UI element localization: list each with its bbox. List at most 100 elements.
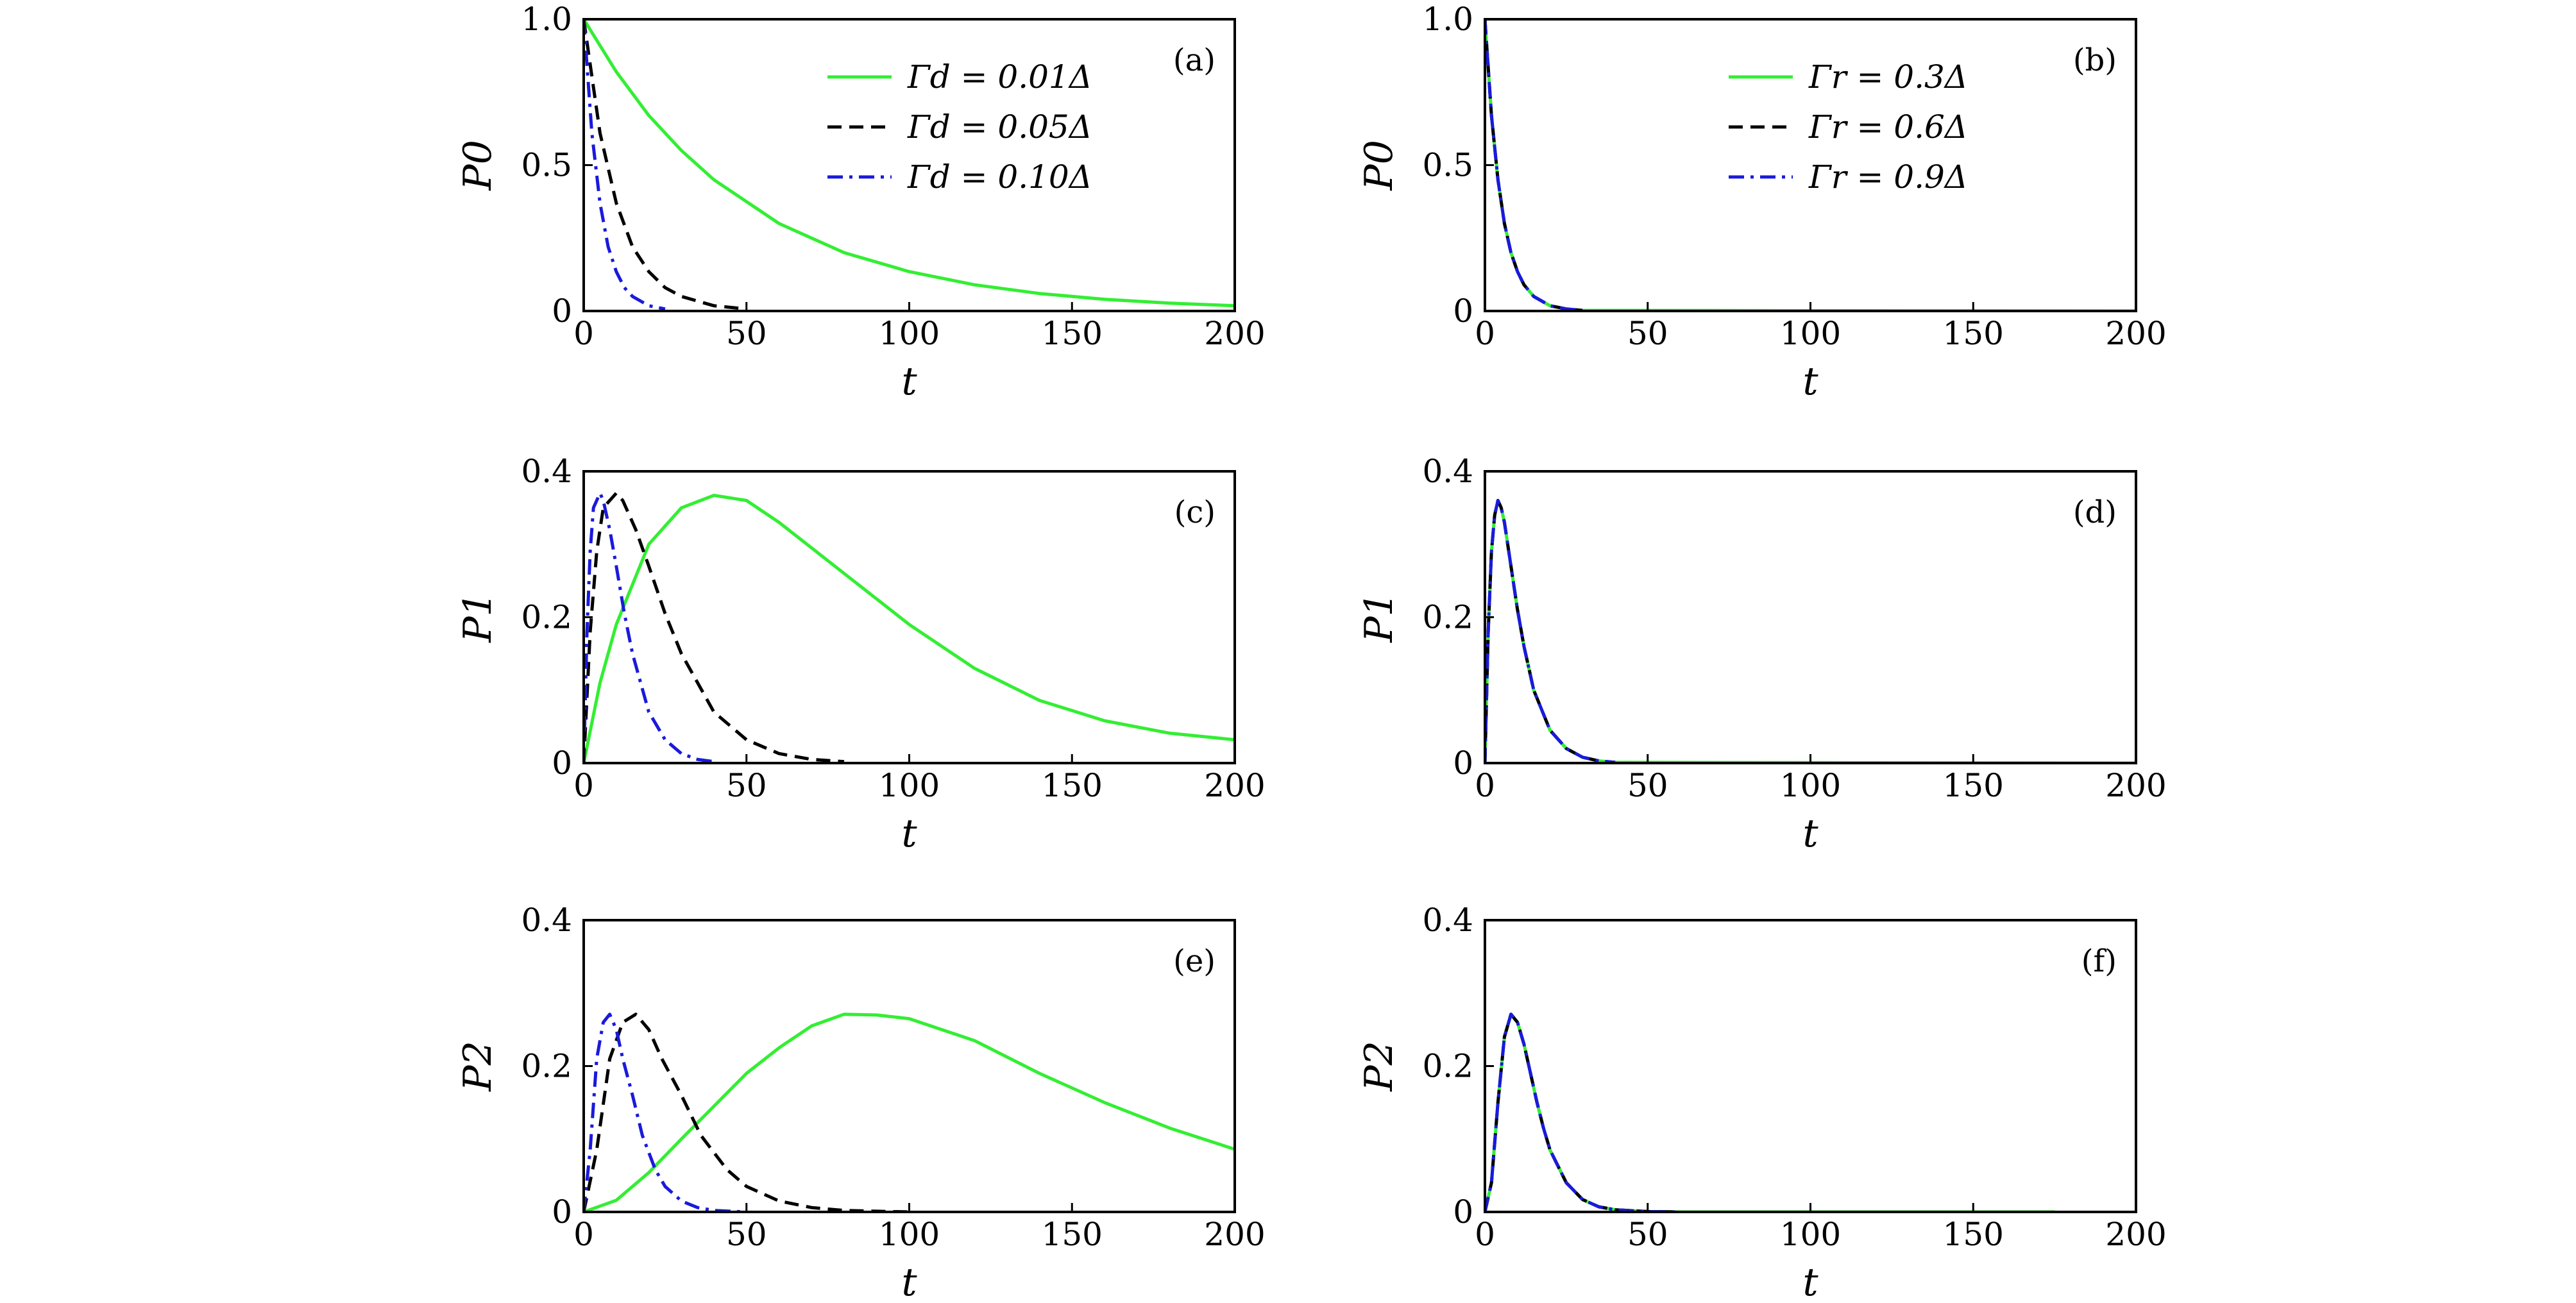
- panel-e-xtick-label: 150: [1042, 1216, 1103, 1253]
- panel-d-ytick-label: 0.4: [1422, 453, 1473, 490]
- panel-a-xtick-label: 150: [1042, 315, 1103, 352]
- panel-e-ylabel: P2: [455, 1041, 500, 1092]
- panel-b-xlabel: t: [1802, 359, 1818, 404]
- panel-c-xtick-label: 100: [879, 767, 940, 804]
- panel-e-xtick-label: 50: [726, 1216, 767, 1253]
- panel-c-ylabel: P1: [455, 592, 500, 643]
- panel-a: 0 50 100 150 200 0 0.5 1.0 t P0 (a) Γd = 0.01Δ Γd = …: [455, 1, 1266, 404]
- panel-d-xtick-label: 100: [1780, 767, 1841, 804]
- panel-c: 0 50 100 150 200 0 0.2 0.4 t P1 (c): [455, 453, 1266, 856]
- panel-d-series-green-line: [1485, 499, 2136, 763]
- panel-a-series-green-line: [584, 19, 1235, 308]
- panel-e-axes-frame: [582, 919, 1236, 1213]
- panel-f-series-blue-line: [1485, 1013, 1681, 1212]
- panel-d-xtick-label: 200: [2105, 767, 2166, 804]
- panel-f-xtick-label: 100: [1780, 1216, 1841, 1253]
- panel-b-series-blue-line: [1485, 19, 1583, 311]
- panel-e-ytick-label: 0.2: [521, 1048, 572, 1085]
- panel-f-panel-label: (f): [2081, 943, 2117, 979]
- panel-b-ytick-label: 1.0: [1422, 1, 1473, 38]
- panel-e-series-blue-line: [584, 1013, 747, 1212]
- panel-a-ylabel: P0: [455, 140, 500, 191]
- panel-e-xtick-label: 100: [879, 1216, 940, 1253]
- panel-b-xtick-label: 50: [1627, 315, 1668, 352]
- panel-c-xtick-label: 200: [1204, 767, 1265, 804]
- panel-f-axes-frame: [1484, 919, 2137, 1213]
- panel-f-ytick-label: 0: [1453, 1193, 1473, 1231]
- panel-c-series-blue-line: [584, 491, 715, 763]
- panel-f-xlabel: t: [1802, 1260, 1818, 1303]
- panel-a-ytick-label: 1.0: [521, 1, 572, 38]
- panel-d: 0 50 100 150 200 0 0.2 0.4 t P1 (d): [1357, 453, 2167, 856]
- panel-c-ytick-label: 0.4: [521, 453, 572, 490]
- panel-c-xtick-label: 0: [573, 767, 594, 804]
- panel-d-xtick-label: 150: [1943, 767, 2004, 804]
- panel-d-axes-frame: [1484, 470, 2137, 764]
- panel-d-ytick-label: 0: [1453, 744, 1473, 782]
- panel-d-series-black-line: [1485, 499, 1616, 763]
- panel-d-xtick-label: 50: [1627, 767, 1668, 804]
- panel-b-legend-label: Γr = 0.6Δ: [1808, 108, 1968, 146]
- panel-d-xlabel: t: [1802, 811, 1818, 856]
- panel-a-series-blue-line: [584, 19, 666, 311]
- panel-b-xtick-label: 0: [1475, 315, 1495, 352]
- panel-b-xtick-label: 200: [2105, 315, 2166, 352]
- panel-f-xtick-label: 50: [1627, 1216, 1668, 1253]
- panel-d-xtick-label: 0: [1475, 767, 1495, 804]
- panel-b-legend-label: Γr = 0.9Δ: [1808, 158, 1968, 196]
- panel-a-ytick-label: 0: [552, 292, 572, 330]
- panel-f-xtick-label: 150: [1943, 1216, 2004, 1253]
- panel-a-legend-label: Γd = 0.01Δ: [907, 58, 1092, 96]
- panel-c-xtick-label: 50: [726, 767, 767, 804]
- panel-d-series-blue-line: [1485, 499, 1616, 763]
- panel-b-xtick-label: 150: [1943, 315, 2004, 352]
- panel-f-ytick-label: 0.4: [1422, 902, 1473, 939]
- panel-f-xtick-label: 200: [2105, 1216, 2166, 1253]
- panel-b-ytick-label: 0.5: [1422, 147, 1473, 184]
- panel-e-series-green-line: [584, 1013, 1235, 1212]
- panel-a-legend-label: Γd = 0.05Δ: [907, 108, 1092, 146]
- panel-b-series-black-line: [1485, 19, 1583, 311]
- panel-c-xtick-label: 150: [1042, 767, 1103, 804]
- panel-e: 0 50 100 150 200 0 0.2 0.4 t P2 (e): [455, 902, 1266, 1303]
- panel-a-xtick-label: 200: [1204, 315, 1265, 352]
- panel-f-ylabel: P2: [1357, 1041, 1402, 1092]
- panel-b-ylabel: P0: [1357, 140, 1402, 191]
- panel-f-series-black-line: [1485, 1013, 1681, 1212]
- panel-a-series-black-line: [584, 19, 747, 311]
- panel-e-xtick-label: 0: [573, 1216, 594, 1253]
- panel-a-xlabel: t: [901, 359, 917, 404]
- panel-c-panel-label: (c): [1174, 494, 1216, 530]
- panel-b-ytick-label: 0: [1453, 292, 1473, 330]
- panel-e-ytick-label: 0: [552, 1193, 572, 1231]
- panel-e-ytick-label: 0.4: [521, 902, 572, 939]
- panel-c-series-black-line: [584, 491, 845, 763]
- panel-e-panel-label: (e): [1173, 943, 1216, 979]
- panel-f: 0 50 100 150 200 0 0.2 0.4 t P2 (f): [1357, 902, 2167, 1303]
- panel-c-xlabel: t: [901, 811, 917, 856]
- panel-c-series-green-line: [584, 494, 1235, 763]
- panel-d-ylabel: P1: [1357, 592, 1402, 643]
- panel-a-panel-label: (a): [1173, 42, 1216, 78]
- panel-c-axes-frame: [582, 470, 1236, 764]
- panel-c-ytick-label: 0: [552, 744, 572, 782]
- panel-b-panel-label: (b): [2073, 42, 2117, 78]
- panel-e-series-black-line: [584, 1013, 910, 1212]
- panel-a-legend-label: Γd = 0.10Δ: [907, 158, 1092, 196]
- panel-b: 0 50 100 150 200 0 0.5 1.0 t P0 (b) Γr = 0.3Δ Γr = 0…: [1357, 1, 2167, 404]
- panel-f-xtick-label: 0: [1475, 1216, 1495, 1253]
- panel-f-ytick-label: 0.2: [1422, 1048, 1473, 1085]
- panel-f-series-green-line: [1485, 1013, 2055, 1212]
- panel-d-ytick-label: 0.2: [1422, 599, 1473, 636]
- panel-b-xtick-label: 100: [1780, 315, 1841, 352]
- panel-a-xtick-label: 50: [726, 315, 767, 352]
- panel-e-xtick-label: 200: [1204, 1216, 1265, 1253]
- panel-e-xlabel: t: [901, 1260, 917, 1303]
- panel-a-ytick-label: 0.5: [521, 147, 572, 184]
- panel-d-panel-label: (d): [2073, 494, 2117, 530]
- panel-a-xtick-label: 0: [573, 315, 594, 352]
- panel-c-ytick-label: 0.2: [521, 599, 572, 636]
- panel-b-legend-label: Γr = 0.3Δ: [1808, 58, 1968, 96]
- panel-a-xtick-label: 100: [879, 315, 940, 352]
